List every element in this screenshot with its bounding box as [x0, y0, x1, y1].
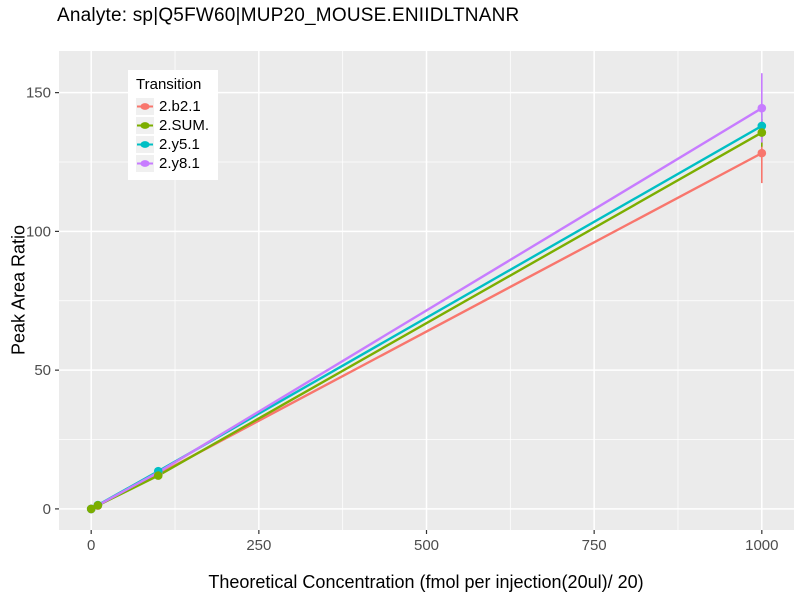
data-point-2.SUM. [757, 128, 767, 137]
y-tick-label: 150 [26, 85, 51, 102]
legend-title: Transition [136, 76, 202, 93]
legend-key-icon [136, 135, 154, 153]
x-tick-label: 500 [414, 537, 439, 554]
y-axis-title: Peak Area Ratio [8, 224, 29, 356]
y-tick-label: 100 [26, 223, 51, 240]
data-point-2.b2.1 [757, 148, 767, 158]
legend-key-icon [136, 154, 154, 172]
data-points [86, 103, 767, 514]
x-tick-label: 750 [582, 537, 607, 554]
legend-item-label: 2.SUM. [159, 116, 210, 134]
x-tick-label: 250 [246, 537, 271, 554]
chart-title: Analyte: sp|Q5FW60|MUP20_MOUSE.ENIIDLTNA… [57, 5, 520, 26]
x-tick-label: 1000 [745, 537, 778, 554]
y-tick-label: 50 [34, 362, 51, 379]
legend: Transition 2.b2.1 2.SUM. 2.y5.1 2.y8.1 [128, 70, 219, 180]
legend-item-2.y8.1: 2.y8.1 [136, 154, 209, 172]
data-point-2.SUM. [93, 501, 103, 510]
legend-item-label: 2.b2.1 [159, 97, 201, 115]
legend-item-2.y5.1: 2.y5.1 [136, 135, 209, 153]
legend-item-label: 2.y5.1 [159, 135, 200, 153]
y-tick-label: 0 [43, 501, 51, 518]
axis-ticks: 0 250 500 750 1000 0 50 100 150 [26, 85, 779, 554]
x-axis-title: Theoretical Concentration (fmol per inje… [208, 572, 644, 592]
legend-item-label: 2.y8.1 [159, 154, 200, 172]
data-point-2.y8.1 [757, 103, 767, 113]
data-point-2.y5.1 [757, 121, 767, 131]
gridlines [59, 51, 794, 530]
x-tick-label: 0 [87, 537, 95, 554]
data-point-2.SUM. [86, 504, 96, 514]
legend-items: 2.b2.1 2.SUM. 2.y5.1 2.y8.1 [136, 97, 209, 172]
legend-item-2.SUM.: 2.SUM. [136, 116, 209, 134]
data-point-2.SUM. [153, 471, 163, 480]
legend-key-icon [136, 97, 154, 115]
legend-item-2.b2.1: 2.b2.1 [136, 97, 209, 115]
legend-key-icon [136, 116, 154, 134]
